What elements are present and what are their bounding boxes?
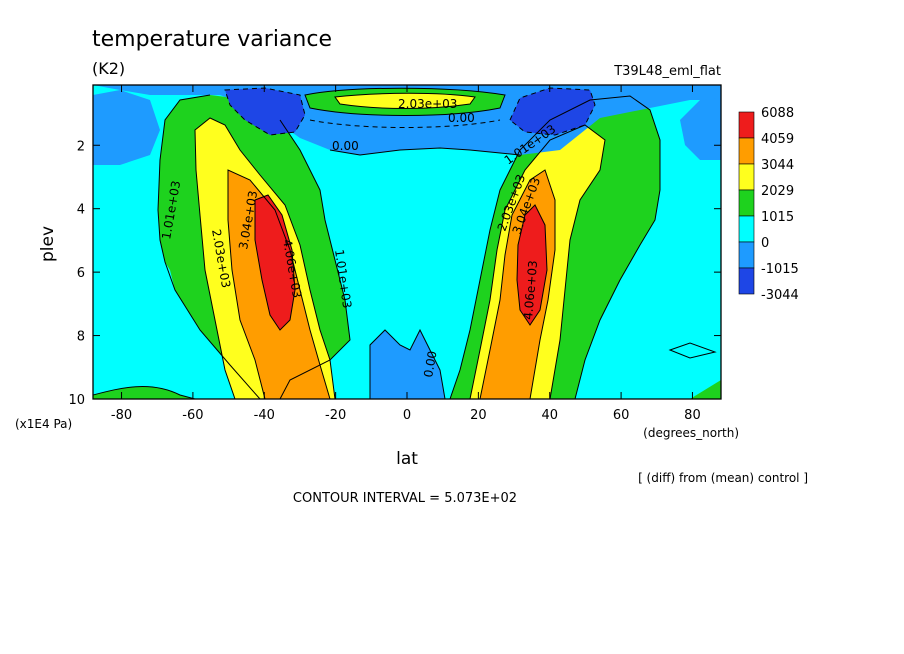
chart-units: (K2): [92, 59, 125, 78]
chart-title: temperature variance: [92, 27, 332, 52]
colorbar-swatch: [738, 241, 755, 269]
colorbar-swatch: [738, 111, 755, 139]
region-yellow-topband: [335, 93, 475, 109]
x-tick-label: -20: [325, 408, 346, 423]
region-darkblue-left: [225, 88, 305, 135]
colorbar-swatch: [738, 137, 755, 165]
x-axis-title: lat: [396, 449, 418, 469]
region-green-rightcorner: [690, 380, 721, 399]
x-tick-label: 0: [403, 408, 411, 423]
experiment-label: T39L48_eml_flat: [613, 64, 721, 79]
colorbar-label: 0: [761, 236, 769, 251]
contour-fill-group: [93, 85, 721, 399]
y-tick-label: 10: [68, 393, 85, 408]
region-blue-bottom: [370, 330, 445, 399]
contour-interval: CONTOUR INTERVAL = 5.073E+02: [293, 491, 517, 506]
contour-label: 0.00: [448, 111, 475, 125]
contour-label: 0.00: [421, 350, 439, 379]
y-tick-label: 6: [77, 266, 85, 281]
region-blue-topleft: [93, 90, 160, 165]
x-tick-label: -60: [182, 408, 203, 423]
y-axis: 2 4 6 8 10: [68, 139, 721, 408]
colorbar-swatch: [738, 163, 755, 191]
colorbar-label: 3044: [761, 158, 794, 173]
contour-label: 0.00: [332, 139, 359, 153]
region-red-right: [517, 205, 547, 325]
x-tick-label: -80: [111, 408, 132, 423]
diff-note: [ (diff) from (mean) control ]: [638, 471, 808, 485]
contour-label: 4.06e+03: [521, 260, 540, 320]
colorbar-label: 6088: [761, 106, 794, 121]
colorbar-label: -3044: [761, 288, 799, 303]
colorbar-label: 1015: [761, 210, 794, 225]
x-tick-label: 80: [684, 408, 701, 423]
x-tick-label: -40: [254, 408, 275, 423]
y-tick-label: 2: [77, 139, 85, 154]
region-blue-topright: [680, 98, 721, 160]
colorbar-label: 2029: [761, 184, 794, 199]
y-axis-title: plev: [38, 226, 58, 262]
colorbar: 6088 4059 3044 2029 1015 0 -1015 -3044: [738, 106, 799, 303]
x-axis: -80 -60 -40 -20 0 20 40 60 80: [111, 85, 701, 423]
region-darkblue-right: [510, 88, 595, 135]
x-tick-label: 20: [470, 408, 487, 423]
x-units-label: (degrees_north): [643, 426, 739, 440]
contour-lines: [93, 87, 717, 399]
region-red-left: [255, 195, 295, 330]
colorbar-swatch: [738, 267, 755, 295]
y-units-label: (x1E4 Pa): [15, 417, 72, 431]
x-tick-label: 60: [613, 408, 630, 423]
colorbar-label: -1015: [761, 262, 799, 277]
colorbar-swatch: [738, 189, 755, 217]
x-tick-label: 40: [541, 408, 558, 423]
contour-label: 2.03e+03: [398, 97, 457, 111]
colorbar-label: 4059: [761, 132, 794, 147]
y-tick-label: 4: [77, 203, 85, 218]
colorbar-swatch: [738, 215, 755, 243]
y-tick-label: 8: [77, 330, 85, 345]
